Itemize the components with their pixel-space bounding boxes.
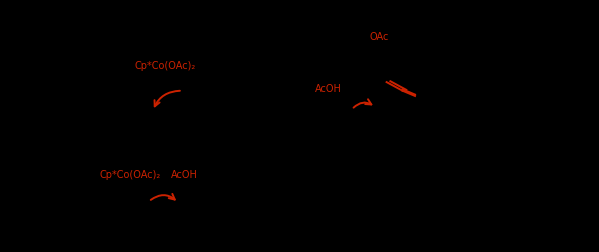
Text: AcOH: AcOH (171, 170, 198, 180)
Text: OAc: OAc (370, 32, 389, 42)
Text: Cp*Co(OAc)₂: Cp*Co(OAc)₂ (134, 60, 195, 71)
Text: Cp*Co(OAc)₂: Cp*Co(OAc)₂ (100, 170, 161, 180)
Text: AcOH: AcOH (315, 84, 341, 94)
